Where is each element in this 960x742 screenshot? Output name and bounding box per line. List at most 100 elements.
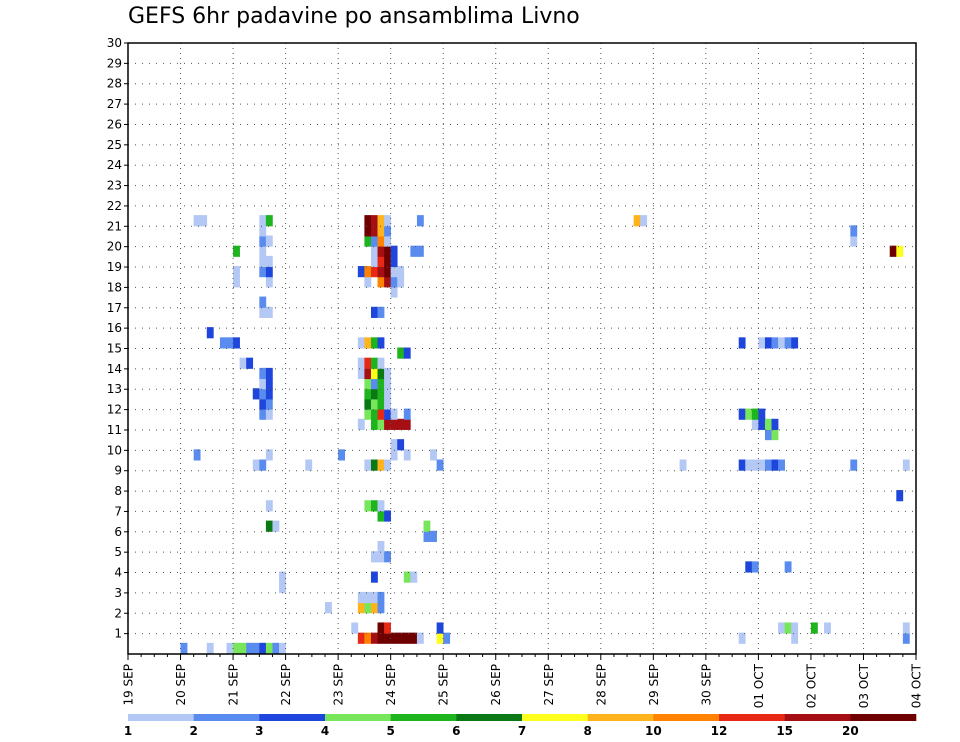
heatmap-cell <box>206 327 214 339</box>
heatmap-cell <box>377 510 385 522</box>
heatmap-cell <box>265 398 273 410</box>
heatmap-cell <box>377 408 385 420</box>
heatmap-cell <box>259 642 267 654</box>
heatmap-cell <box>357 337 365 349</box>
heatmap-cell <box>377 418 385 430</box>
x-axis: 19 SEP 20 SEP 21 SEP 22 SEP 23 SEP 24 SEP 25 S… <box>122 654 924 708</box>
x-tick-label: 27 SEP <box>542 664 556 706</box>
x-tick-label: 01 OCT <box>752 663 766 708</box>
colorbar-label: 15 <box>776 724 793 738</box>
heatmap-cell <box>738 337 746 349</box>
heatmap-cell <box>850 235 858 247</box>
heatmap-cell <box>764 459 772 471</box>
y-tick-label: 11 <box>107 423 122 437</box>
heatmap-cell <box>410 245 418 257</box>
heatmap-cell <box>384 622 391 634</box>
colorbar-label: 6 <box>452 724 460 738</box>
y-tick-label: 17 <box>107 301 122 315</box>
heatmap-cell <box>390 408 398 420</box>
heatmap-cell <box>272 642 280 654</box>
heatmap-cell <box>364 266 372 278</box>
heatmap-cell <box>265 408 273 420</box>
heatmap-cell <box>902 632 910 644</box>
heatmap-cell <box>370 459 378 471</box>
heatmap-cell <box>357 602 365 614</box>
heatmap-cell <box>226 337 234 349</box>
y-tick-label: 1 <box>114 627 122 641</box>
heatmap-cell <box>370 245 378 257</box>
colorbar-swatch <box>128 714 194 721</box>
heatmap-cell <box>764 337 772 349</box>
heatmap-cell <box>889 245 897 257</box>
colorbar-swatch <box>784 714 851 721</box>
heatmap-cell <box>771 428 779 441</box>
heatmap-cell <box>377 632 385 644</box>
heatmap-cell <box>226 642 234 654</box>
heatmap-cell <box>305 459 313 471</box>
heatmap-cell <box>259 266 267 278</box>
heatmap-cell <box>239 642 247 654</box>
heatmap-cells <box>180 215 910 654</box>
heatmap-cell <box>377 215 385 227</box>
heatmap-cell <box>850 225 858 237</box>
heatmap-cell <box>325 602 332 614</box>
y-axis: 1234567891011121314151617181920212223242… <box>107 36 128 641</box>
heatmap-cell <box>738 632 746 644</box>
heatmap-cell <box>370 255 378 268</box>
y-tick-label: 27 <box>107 97 122 111</box>
chart-title: GEFS 6hr padavine po ansamblima Livno <box>128 4 580 29</box>
heatmap-cell <box>370 602 378 614</box>
heatmap-cell <box>265 500 273 512</box>
heatmap-cell <box>364 357 372 369</box>
heatmap-cell <box>416 632 424 644</box>
heatmap-cell <box>377 602 385 614</box>
x-tick-label: 20 SEP <box>174 664 188 706</box>
colorbar-label: 4 <box>321 724 329 738</box>
heatmap-cell <box>384 255 391 268</box>
heatmap-cell <box>397 347 405 359</box>
heatmap-cell <box>364 632 372 644</box>
heatmap-cell <box>751 418 759 430</box>
heatmap-cell <box>233 245 240 257</box>
heatmap-cell <box>259 398 267 410</box>
dotted-gridlines <box>128 43 916 654</box>
heatmap-cell <box>778 622 785 634</box>
heatmap-cell <box>259 306 267 318</box>
heatmap-cell <box>403 408 411 420</box>
heatmap-cell <box>384 459 391 471</box>
heatmap-cell <box>265 388 273 400</box>
heatmap-cell <box>265 215 273 227</box>
heatmap-cell <box>423 530 431 542</box>
heatmap-cell <box>364 459 372 471</box>
heatmap-cell <box>364 367 372 380</box>
heatmap-cell <box>252 459 260 471</box>
heatmap-cell <box>259 245 267 257</box>
heatmap-cell <box>390 245 398 257</box>
heatmap-cell <box>364 591 372 604</box>
heatmap-cell <box>443 632 451 644</box>
heatmap-cell <box>364 398 372 410</box>
heatmap-cell <box>252 388 260 400</box>
heatmap-cell <box>784 622 792 634</box>
heatmap-cell <box>219 337 227 349</box>
heatmap-cell <box>778 459 785 471</box>
y-tick-label: 3 <box>114 586 122 600</box>
heatmap-cell <box>784 337 792 349</box>
heatmap-cell <box>745 561 753 573</box>
heatmap-cell <box>791 632 799 644</box>
colorbar: 1 2 3 4 5 6 7 8 10 12 15 20 <box>124 714 917 738</box>
heatmap-cell <box>384 215 391 227</box>
heatmap-cell <box>265 276 273 288</box>
heatmap-cell <box>233 337 240 349</box>
heatmap-cell <box>357 418 365 430</box>
heatmap-cell <box>259 215 267 227</box>
heatmap-cell <box>364 235 372 247</box>
heatmap-cell <box>758 418 766 430</box>
heatmap-cell <box>384 408 391 420</box>
heatmap-cell <box>259 388 267 400</box>
heatmap-cell <box>364 378 372 390</box>
heatmap-cell <box>370 398 378 410</box>
heatmap-cell <box>384 418 391 430</box>
heatmap-cell <box>430 530 437 542</box>
heatmap-cell <box>351 622 359 634</box>
